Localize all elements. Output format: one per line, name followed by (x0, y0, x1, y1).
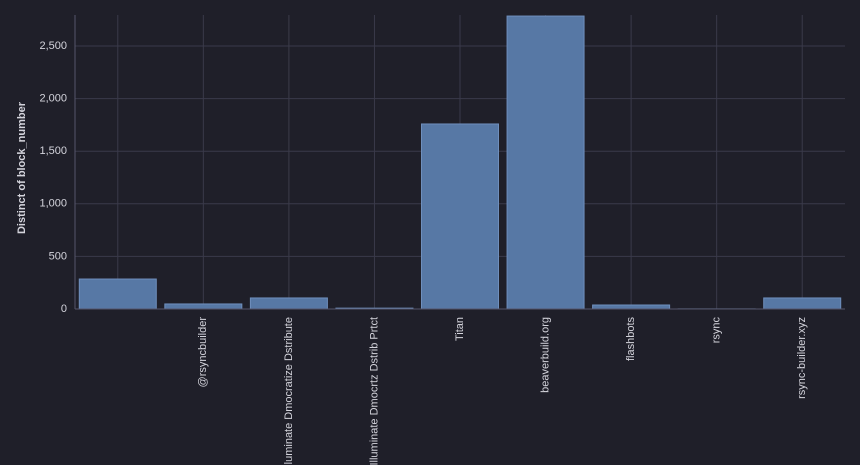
x-tick-label: beaverbuild.org (539, 317, 551, 393)
bar (249, 297, 328, 310)
bar (763, 297, 842, 310)
y-tick-label: 1,000 (39, 198, 67, 210)
y-tick-label: 500 (49, 250, 67, 262)
y-tick-label: 2,500 (39, 40, 67, 52)
x-tick-label: Titan (454, 317, 466, 341)
bar (78, 278, 157, 310)
x-tick-label: Illuminate Dmocrtz Dstrib Prtct (368, 317, 380, 465)
x-tick-label: flashbots (625, 317, 637, 362)
y-axis-title: Distinct of block_number (16, 101, 28, 234)
y-tick-label: 0 (61, 303, 67, 315)
y-tick-label: 1,500 (39, 145, 67, 157)
y-tick-label: 2,000 (39, 93, 67, 105)
x-tick-label: rsync (711, 317, 723, 344)
bar (506, 15, 585, 310)
bar (592, 304, 671, 310)
x-tick-label: Illuminate Dmocratize Dstribute (283, 317, 295, 465)
x-tick-label: @rsyncbuilder (197, 317, 209, 388)
bar (421, 123, 499, 310)
bar (164, 303, 243, 310)
x-tick-label: rsync-builder.xyz (796, 317, 808, 399)
